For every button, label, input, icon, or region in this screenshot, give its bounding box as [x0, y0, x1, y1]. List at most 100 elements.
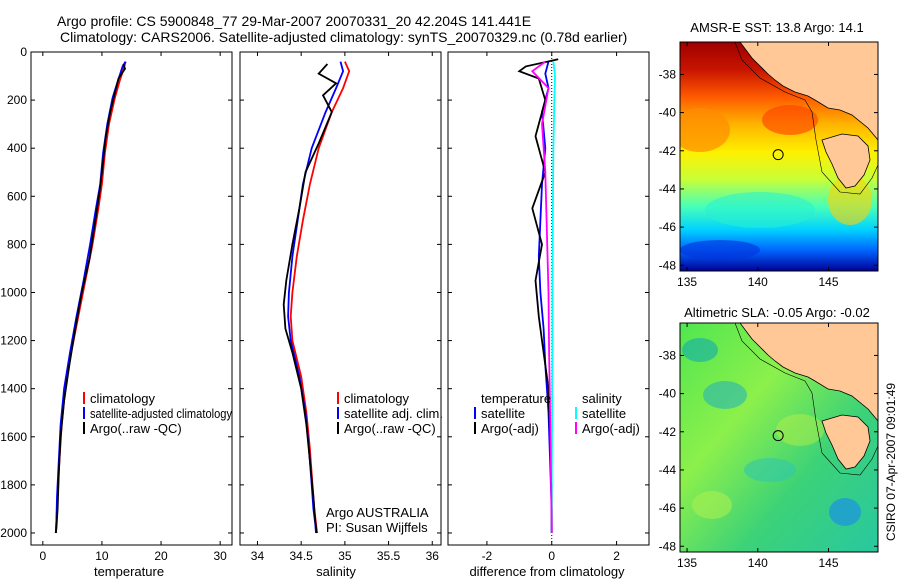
x-tick-label: 35	[338, 549, 352, 563]
legend-salinity-heading: salinity	[582, 391, 622, 406]
cool-patch	[680, 240, 760, 260]
sla-patch	[776, 414, 824, 446]
lon-tick-label: 135	[677, 556, 697, 570]
depth-tick-label: 1400	[0, 382, 27, 396]
difference-panel: -2 0 2 difference from climatology tempera…	[447, 51, 650, 579]
sla-patch	[744, 458, 796, 482]
legend-argo-raw: Argo(..raw -QC)	[344, 421, 436, 436]
lat-tick-label: -46	[659, 501, 677, 515]
shelf-contour	[734, 42, 878, 195]
sla-patch	[692, 491, 732, 519]
lon-tick-label: 135	[677, 275, 697, 289]
sst-map-panel: AMSR-E SST: 13.8 Argo: 14.1 -38 -40 -42 -44…	[659, 20, 879, 289]
x-tick-label: 34	[251, 549, 265, 563]
legend-climatology: climatology	[90, 391, 156, 406]
depth-tick-label: 1000	[0, 285, 27, 299]
warm-patch	[680, 108, 730, 152]
x-tick-label: -2	[482, 549, 493, 563]
temperature-y-ticks: 0 200 400 600 800 1000 1200 1400 1600 1800 2000	[0, 45, 232, 540]
series-argo-raw-qc	[282, 63, 338, 534]
x-tick-label: 20	[154, 549, 168, 563]
lon-tick-label: 145	[818, 275, 838, 289]
series-climatology	[54, 61, 127, 534]
temperature-axes-frame	[30, 51, 233, 546]
legend-temperature-heading: temperature	[481, 391, 551, 406]
tasmania	[821, 133, 871, 189]
lon-tick-label: 140	[748, 275, 768, 289]
legend-temp-argo: Argo(-adj)	[481, 421, 539, 436]
lon-tick-label: 140	[748, 556, 768, 570]
sla-map-panel: Altimetric SLA: -0.05 Argo: -0.02 -38 -40…	[659, 305, 879, 570]
depth-tick-label: 1600	[0, 430, 27, 444]
x-tick-label: 35.5	[377, 549, 401, 563]
salinity-legend: climatology satellite adj. clim. Argo(..…	[337, 391, 443, 436]
mainland-australia	[739, 323, 878, 422]
salinity-axes-frame	[239, 51, 442, 546]
sla-map-y-ticks: -38 -40 -42 -44 -46 -48	[659, 348, 878, 553]
difference-axes-frame	[447, 51, 650, 546]
temperature-x-label: temperature	[94, 564, 164, 579]
series-argo-raw-qc	[54, 63, 127, 534]
lat-tick-label: -40	[659, 106, 677, 120]
sla-patch	[829, 498, 861, 526]
argo-position-marker	[772, 430, 784, 442]
lat-tick-label: -46	[659, 220, 677, 234]
salinity-y-ticks	[240, 51, 441, 534]
series-satellite-adjusted-climatology	[54, 61, 127, 534]
figure-title-line-2: Climatology: CARS2006. Satellite-adjuste…	[60, 29, 627, 45]
x-tick-label: 34.5	[289, 549, 313, 563]
lat-tick-label: -48	[659, 539, 677, 553]
salinity-series	[282, 61, 351, 534]
difference-x-label: difference from climatology	[469, 564, 625, 579]
legend-temp-satellite: satellite	[481, 406, 525, 421]
x-tick-label: 10	[95, 549, 109, 563]
sst-field-patches	[680, 105, 872, 260]
sla-patch	[703, 381, 747, 409]
temperature-x-ticks: 0 10 20 30	[39, 52, 227, 563]
sst-map-x-ticks: 135 140 145	[677, 42, 839, 289]
depth-tick-label: 800	[7, 237, 27, 251]
creation-stamp: CSIRO 07-Apr-2007 09:01:49	[884, 383, 898, 541]
series-salinity-satellite	[550, 61, 556, 533]
cool-patch	[705, 192, 815, 228]
warm-patch	[828, 175, 872, 225]
sst-map-frame	[679, 41, 879, 272]
difference-y-ticks	[448, 51, 649, 534]
series-temperature-satellite	[537, 61, 553, 533]
x-tick-label: 0	[548, 549, 555, 563]
salinity-panel: 34 34.5 35 35.5 36 salinity climatology sate…	[239, 51, 443, 579]
lat-tick-label: -48	[659, 258, 677, 272]
lat-tick-label: -44	[659, 463, 677, 477]
figure-title-line-1: Argo profile: CS 5900848_77 29-Mar-2007 …	[57, 13, 531, 29]
temperature-legend: climatology satellite-adjusted climatolo…	[83, 391, 232, 436]
depth-tick-label: 600	[7, 189, 27, 203]
depth-tick-label: 0	[20, 45, 27, 59]
lat-tick-label: -38	[659, 67, 677, 81]
warm-patch	[762, 105, 818, 135]
lat-tick-label: -38	[659, 348, 677, 362]
shelf-contour	[734, 323, 878, 476]
mainland-australia	[739, 42, 878, 141]
lat-tick-label: -44	[659, 182, 677, 196]
float-program: Argo AUSTRALIA	[326, 505, 429, 520]
float-pi: PI: Susan Wijffels	[326, 520, 428, 535]
legend-sal-satellite: satellite	[582, 406, 626, 421]
tasmania	[821, 414, 871, 470]
depth-tick-label: 1200	[0, 334, 27, 348]
series-salinity-argo-adj	[530, 60, 553, 534]
difference-series	[517, 58, 559, 534]
sla-map-frame	[679, 322, 879, 553]
sla-patch	[682, 338, 718, 362]
lat-tick-label: -42	[659, 425, 677, 439]
x-tick-label: 30	[213, 549, 227, 563]
sla-field-patches	[682, 338, 861, 526]
temperature-panel: 0 200 400 600 800 1000 1200 1400 1600 1800 2000 0 1…	[0, 45, 233, 579]
series-satellite-adj-clim	[287, 61, 345, 534]
sst-map-title: AMSR-E SST: 13.8 Argo: 14.1	[690, 20, 863, 35]
depth-tick-label: 1800	[0, 478, 27, 492]
legend-satellite-adjusted: satellite-adjusted climatology	[90, 406, 232, 421]
sla-map-x-ticks: 135 140 145	[677, 323, 839, 570]
depth-tick-label: 200	[7, 93, 27, 107]
lon-tick-label: 145	[818, 556, 838, 570]
